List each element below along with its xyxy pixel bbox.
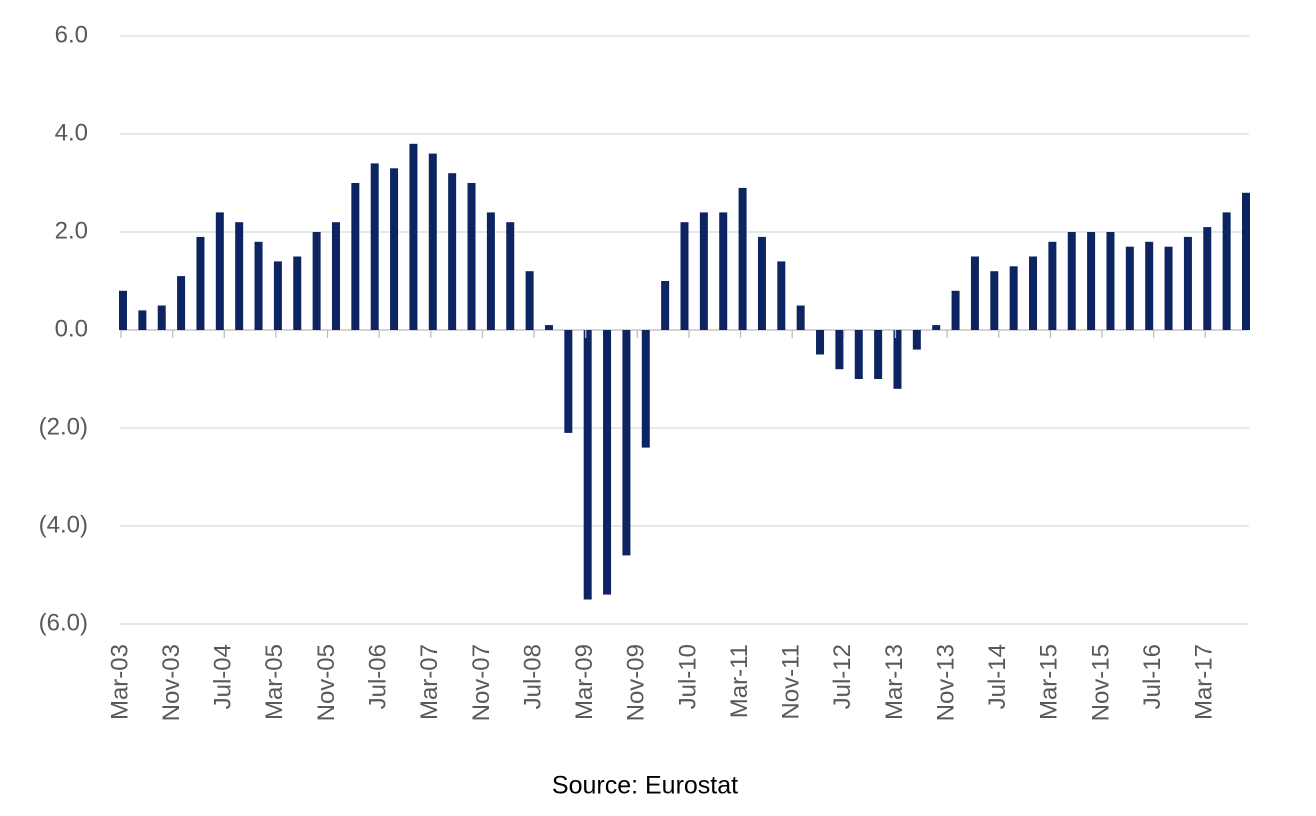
bar (1067, 232, 1076, 330)
bar (990, 271, 999, 330)
bar (1106, 232, 1115, 330)
bar (951, 290, 960, 330)
bar (1145, 241, 1154, 330)
bar (912, 330, 921, 350)
x-tick-label: Mar-07 (416, 644, 443, 720)
bar (235, 222, 244, 330)
y-tick-label: 6.0 (55, 21, 88, 48)
x-tick-label: Mar-05 (261, 644, 288, 720)
x-tick-label: Jul-04 (210, 644, 237, 709)
bar (293, 256, 302, 330)
x-tick-label: Mar-15 (1036, 644, 1063, 720)
bar (428, 153, 437, 330)
bar (254, 241, 263, 330)
bar (777, 261, 786, 330)
bar (409, 143, 418, 330)
bar (370, 163, 379, 330)
bar (331, 222, 340, 330)
bar (157, 305, 166, 330)
x-tick-label: Jul-08 (519, 644, 546, 709)
bar (816, 330, 825, 355)
bar (525, 271, 534, 330)
x-tick-label: Nov-07 (468, 644, 495, 721)
bar (1183, 236, 1192, 330)
bar (138, 310, 147, 330)
bar (390, 168, 399, 330)
bar (874, 330, 883, 379)
bar (544, 325, 553, 330)
bar (603, 330, 612, 595)
bar (719, 212, 728, 330)
bar (1087, 232, 1096, 330)
bar (1242, 192, 1250, 330)
bar (1203, 227, 1212, 330)
bar (622, 330, 631, 556)
x-tick-label: Mar-13 (881, 644, 908, 720)
bar (893, 330, 902, 389)
bar (467, 183, 476, 330)
y-tick-label: (2.0) (39, 413, 88, 440)
x-tick-label: Jul-16 (1139, 644, 1166, 709)
y-tick-label: 0.0 (55, 315, 88, 342)
bar (641, 330, 650, 448)
bar (1048, 241, 1057, 330)
x-tick-label: Nov-05 (313, 644, 340, 721)
bar (351, 183, 360, 330)
bar (177, 276, 186, 330)
bar (796, 305, 805, 330)
bar (680, 222, 689, 330)
bar (583, 330, 592, 600)
x-tick-label: Nov-13 (932, 644, 959, 721)
x-tick-label: Nov-09 (623, 644, 650, 721)
bar (1164, 246, 1173, 330)
bar (1029, 256, 1038, 330)
y-tick-label: 4.0 (55, 119, 88, 146)
y-tick-label: (4.0) (39, 511, 88, 538)
x-tick-label: Jul-12 (829, 644, 856, 709)
source-note: Source: Eurostat (552, 772, 738, 800)
bar (661, 281, 670, 330)
bar (273, 261, 282, 330)
bar (1222, 212, 1231, 330)
x-tick-label: Nov-15 (1087, 644, 1114, 721)
bar (215, 212, 224, 330)
bar (196, 236, 205, 330)
bar (738, 187, 747, 330)
bar (312, 232, 321, 330)
x-tick-label: Jul-14 (984, 644, 1011, 709)
y-tick-label: (6.0) (39, 609, 88, 636)
bar (970, 256, 979, 330)
x-tick-label: Jul-10 (674, 644, 701, 709)
bar (932, 325, 941, 330)
x-tick-label: Mar-11 (726, 644, 753, 718)
x-tick-label: Jul-06 (365, 644, 392, 709)
bar (119, 290, 127, 330)
bar (448, 173, 457, 330)
x-tick-label: Mar-09 (571, 644, 598, 720)
bar (1009, 266, 1018, 330)
bar (757, 236, 766, 330)
bar (835, 330, 844, 370)
bar (564, 330, 573, 433)
bar (486, 212, 495, 330)
y-tick-label: 2.0 (55, 217, 88, 244)
bar (506, 222, 515, 330)
bar (854, 330, 863, 379)
x-tick-label: Mar-03 (106, 644, 133, 720)
x-tick-label: Mar-17 (1191, 644, 1218, 720)
x-tick-label: Nov-11 (778, 644, 805, 720)
bar (699, 212, 708, 330)
bar (1125, 246, 1134, 330)
x-tick-label: Nov-03 (158, 644, 185, 721)
